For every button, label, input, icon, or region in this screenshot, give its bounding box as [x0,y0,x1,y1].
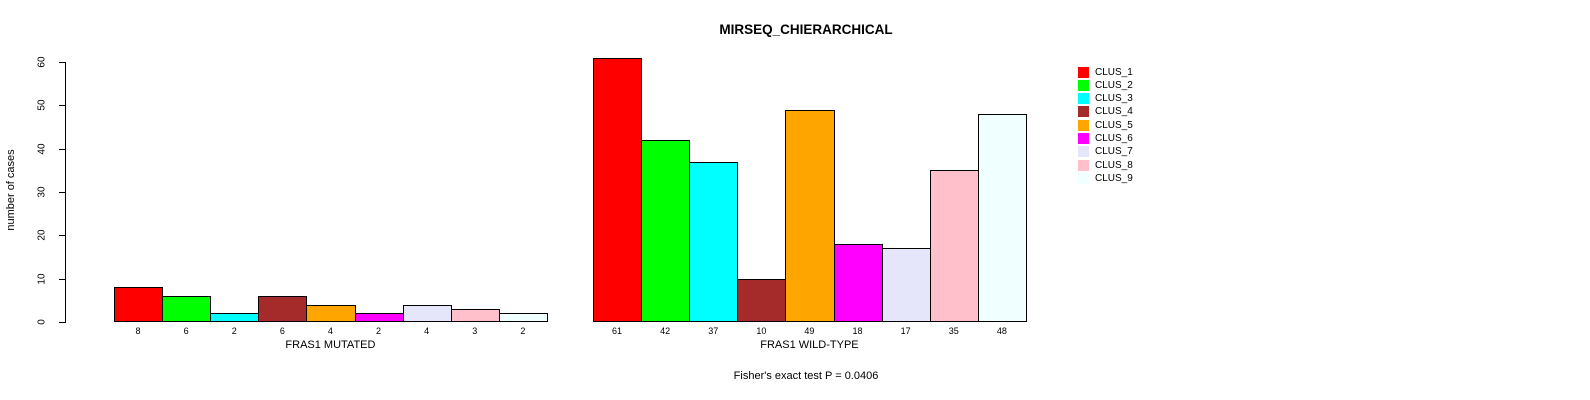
bar-value-label: 42 [660,326,671,336]
y-tick-mark [59,62,66,63]
bar-value-label: 18 [852,326,863,336]
bar-clus_2-mutated [162,296,211,322]
bar-value-label: 48 [996,326,1007,336]
bar-value-label: 17 [900,326,911,336]
legend-label-clus_4: CLUS_4 [1095,106,1133,118]
legend-label-clus_8: CLUS_8 [1095,159,1133,171]
bar-value-label: 3 [472,326,478,336]
bar-value-label: 10 [756,326,767,336]
y-tick-label: 20 [36,229,48,241]
y-tick-label: 0 [36,319,48,325]
bar-value-label: 37 [708,326,719,336]
legend-label-clus_7: CLUS_7 [1095,146,1133,158]
y-tick-mark [59,235,66,237]
bar-value-label: 8 [135,326,141,336]
legend-swatch-clus_5 [1078,119,1089,131]
legend-swatch-clus_8 [1078,159,1089,171]
legend-label-clus_6: CLUS_6 [1095,133,1133,144]
bar-clus_3-mutated [210,313,259,322]
fisher-test-note: Fisher's exact test P = 0.0406 [733,370,879,382]
bar-value-label: 61 [612,326,623,336]
bar-value-label: 6 [279,326,285,336]
bar-value-label: 2 [231,326,237,336]
bar-clus_6-mutated [355,313,404,322]
bar-clus_5-mutated [306,305,356,322]
legend-swatch-clus_7 [1078,146,1089,158]
y-tick-label: 60 [36,56,48,68]
bar-clus_7-mutated [403,305,452,322]
legend-label-clus_9: CLUS_9 [1095,172,1133,184]
y-tick-label: 30 [36,186,48,198]
bar-value-label: 4 [327,326,333,336]
bar-clus_4-wildtype [737,279,786,322]
bar-value-label: 49 [804,326,815,336]
legend-label-clus_5: CLUS_5 [1095,119,1133,131]
group-label-wildtype: FRAS1 WILD-TYPE [760,339,859,351]
bar-clus_8-wildtype [930,170,979,322]
legend-swatch-clus_1 [1078,66,1089,78]
y-tick-mark [59,322,66,323]
legend-swatch-clus_2 [1078,79,1089,91]
y-tick-mark [59,105,66,107]
y-tick-mark [59,192,66,193]
bar-clus_6-wildtype [834,244,883,322]
bar-clus_5-wildtype [785,110,835,322]
bar-value-label: 6 [183,326,189,336]
bar-clus_9-mutated [499,313,548,322]
legend-swatch-clus_4 [1078,106,1089,118]
chart-title: MIRSEQ_CHIERARCHICAL [719,22,893,37]
legend-swatch-clus_6 [1078,133,1089,144]
group-label-mutated: FRAS1 MUTATED [285,339,376,351]
bar-clus_2-wildtype [641,140,690,322]
y-tick-label: 50 [36,99,48,111]
bar-value-label: 35 [948,326,959,336]
bar-clus_1-mutated [114,287,163,322]
bar-value-label: 4 [424,326,430,336]
bar-clus_3-wildtype [689,162,738,322]
bar-clus_7-wildtype [882,248,931,322]
bar-clus_9-wildtype [978,114,1027,322]
bar-clus_4-mutated [258,296,307,322]
y-tick-mark [59,278,66,280]
legend-label-clus_3: CLUS_3 [1095,93,1133,105]
bar-clus_8-mutated [451,309,500,322]
y-axis-label: number of cases [5,149,17,231]
legend-swatch-clus_9 [1078,172,1089,184]
legend-label-clus_1: CLUS_1 [1095,66,1133,78]
bar-value-label: 2 [520,326,526,336]
y-tick-label: 10 [36,273,48,285]
y-tick-mark [59,148,66,150]
bar-value-label: 2 [376,326,382,336]
legend-label-clus_2: CLUS_2 [1095,79,1133,91]
y-tick-label: 40 [36,143,48,155]
bar-clus_1-wildtype [593,58,642,322]
legend-swatch-clus_3 [1078,93,1089,105]
